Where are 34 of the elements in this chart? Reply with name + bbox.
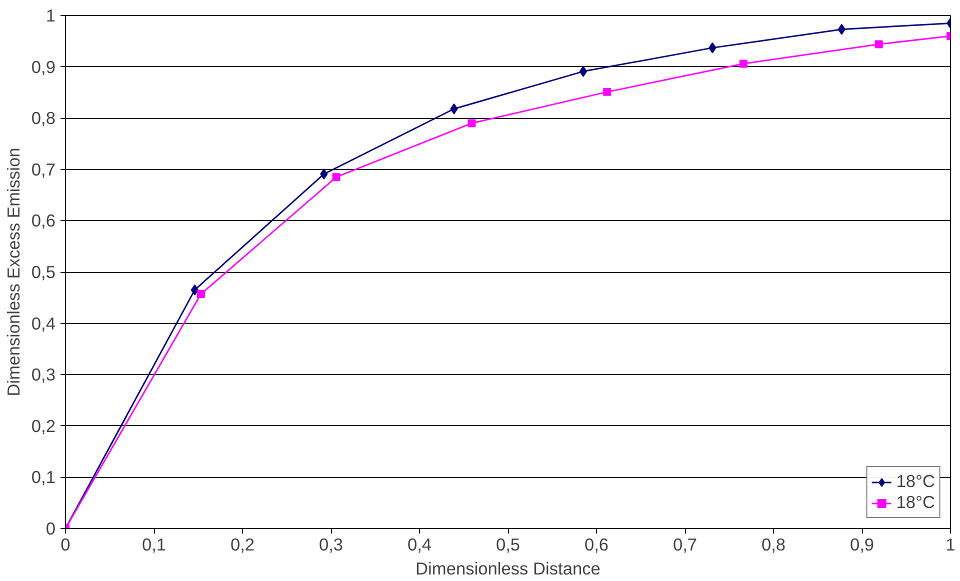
point: [603, 88, 612, 96]
x-tick-label: 0,4: [407, 534, 432, 554]
y-tick-label: 0,9: [31, 56, 56, 77]
x-tick-label: 0,3: [318, 534, 344, 554]
point: [874, 40, 883, 48]
x-tick-label: 0,2: [230, 534, 255, 554]
point: [196, 290, 205, 298]
legend-label: 18°C: [896, 471, 935, 492]
y-tick-label: 0,5: [31, 262, 56, 282]
point: [190, 284, 199, 296]
x-axis-title: Dimensionless Distance: [416, 558, 600, 578]
y-tick-label: 0,7: [31, 159, 56, 180]
x-tick-label: 0: [60, 534, 70, 554]
y-tick-label: 1: [46, 6, 56, 26]
y-tick-label: 0,8: [31, 108, 56, 128]
x-tick-label: 0,7: [672, 534, 698, 554]
point: [579, 66, 588, 77]
point: [468, 119, 476, 128]
y-axis-title: Dimensionless Excess Emission: [3, 148, 24, 396]
legend-label: 18°C: [896, 492, 935, 513]
x-tick-label: 1: [946, 534, 956, 554]
y-tick-label: 0,1: [31, 467, 56, 488]
point: [332, 173, 340, 182]
point: [739, 60, 748, 68]
y-tick-label: 0: [46, 518, 56, 538]
x-tick-label: 0,1: [142, 534, 166, 554]
y-tick-label: 0,3: [31, 364, 56, 385]
x-tick-label: 0,9: [850, 534, 874, 554]
x-tick-label: 0,8: [761, 534, 786, 554]
x-tick-label: 0,5: [496, 534, 520, 554]
y-tick-label: 0,4: [31, 313, 56, 334]
y-tick-label: 0,2: [31, 416, 56, 436]
y-tick-label: 0,6: [31, 210, 56, 231]
x-tick-label: 0,6: [584, 534, 609, 554]
